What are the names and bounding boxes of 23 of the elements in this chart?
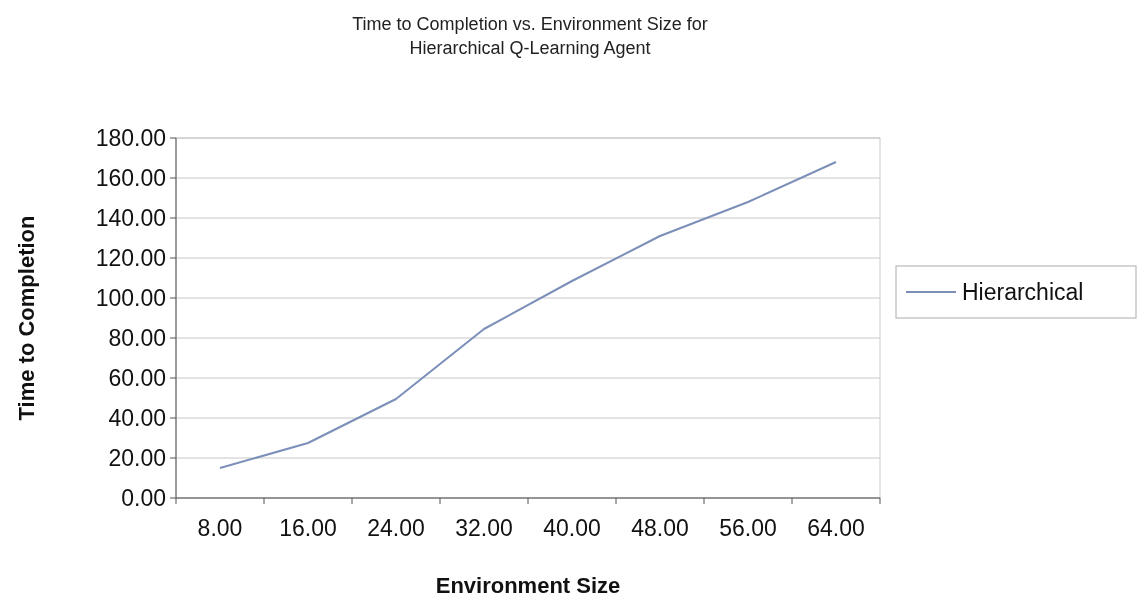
y-tick-label: 80.00 (108, 325, 166, 352)
x-tick-label: 64.00 (807, 515, 865, 541)
x-tick-label: 16.00 (279, 515, 337, 541)
y-tick-label: 180.00 (95, 125, 166, 152)
y-tick-label: 20.00 (108, 445, 166, 472)
x-tick-label: 40.00 (543, 515, 601, 541)
x-tick-label: 32.00 (455, 515, 513, 541)
line-series (219, 161, 837, 469)
y-tick-label: 60.00 (108, 365, 166, 392)
y-tick-label: 100.00 (95, 285, 166, 312)
x-tick-label: 56.00 (719, 515, 777, 541)
legend-label: Hierarchical (962, 279, 1084, 306)
y-tick-label: 0.00 (121, 485, 166, 512)
y-axis-title: Time to Completion (14, 215, 39, 421)
x-axis-title: Environment Size (435, 573, 621, 598)
y-tick-label: 40.00 (108, 405, 166, 432)
x-tick-label: 8.00 (197, 515, 243, 541)
chart-title: Time to Completion vs. Environment Size for Hierarchical Q-Learning Agent (352, 14, 708, 58)
y-tick-label: 120.00 (95, 245, 166, 272)
y-tick-label: 140.00 (95, 205, 166, 232)
x-tick-label: 48.00 (631, 515, 689, 541)
x-tick-label: 24.00 (367, 515, 425, 541)
y-tick-label: 160.00 (95, 165, 166, 192)
